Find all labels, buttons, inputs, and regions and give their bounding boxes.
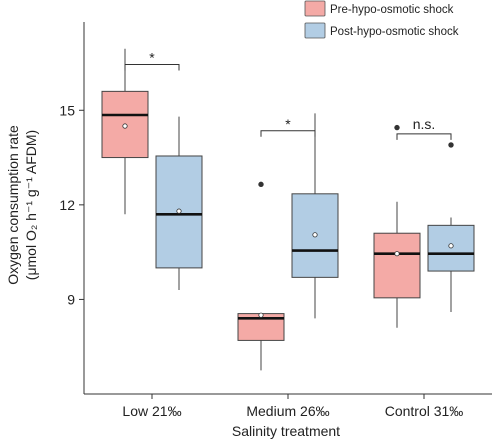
legend-label-pre: Pre-hypo-osmotic shock [330, 4, 454, 16]
x-axis-title: Salinity treatment [232, 423, 340, 439]
outlier-point [258, 181, 264, 188]
outlier-point [448, 142, 454, 148]
box-pre-1 [237, 181, 285, 371]
significance-bracket-1: * [260, 116, 316, 137]
outlier-point [394, 124, 400, 131]
y-axis-title-line2: (μmol O₂ h⁻¹ g⁻¹ AFDM) [23, 130, 39, 280]
y-tick-label: 12 [59, 197, 75, 213]
mean-marker [258, 312, 264, 318]
plot-area: 9 12 15 Low 21‰ Medium 26‰ Control 31‰ * * n.s. [59, 22, 492, 419]
bracket-line [260, 130, 316, 137]
box-body [373, 232, 421, 299]
x-tick-label: Medium 26‰ [246, 403, 329, 419]
legend-swatch-pre [304, 0, 326, 17]
box-pre-0 [101, 48, 149, 215]
significance-label: * [149, 50, 155, 66]
box-post-2 [427, 142, 475, 313]
legend: Pre-hypo-osmotic shock Post-hypo-osmotic… [304, 0, 459, 39]
mean-marker [448, 243, 454, 249]
x-tick-label: Control 31‰ [385, 403, 464, 419]
y-axis-title-line1: Oxygen consumption rate [5, 125, 21, 285]
legend-label-post: Post-hypo-osmotic shock [330, 26, 459, 38]
significance-label: * [285, 116, 291, 132]
box-post-0 [155, 116, 203, 290]
mean-marker [312, 232, 318, 238]
x-tick-label: Low 21‰ [122, 403, 181, 419]
box-pre-2 [373, 124, 421, 328]
y-tick-label: 15 [59, 102, 75, 118]
significance-bracket-2: n.s. [396, 116, 452, 140]
mean-marker [394, 251, 400, 257]
mean-marker [176, 208, 182, 214]
legend-swatch-post [304, 22, 326, 39]
bracket-line [124, 64, 180, 71]
y-tick-label: 9 [67, 291, 75, 307]
bracket-line [396, 133, 452, 140]
box-post-1 [291, 113, 339, 319]
mean-marker [122, 123, 128, 129]
significance-label: n.s. [413, 116, 436, 132]
significance-bracket-0: * [124, 50, 180, 71]
